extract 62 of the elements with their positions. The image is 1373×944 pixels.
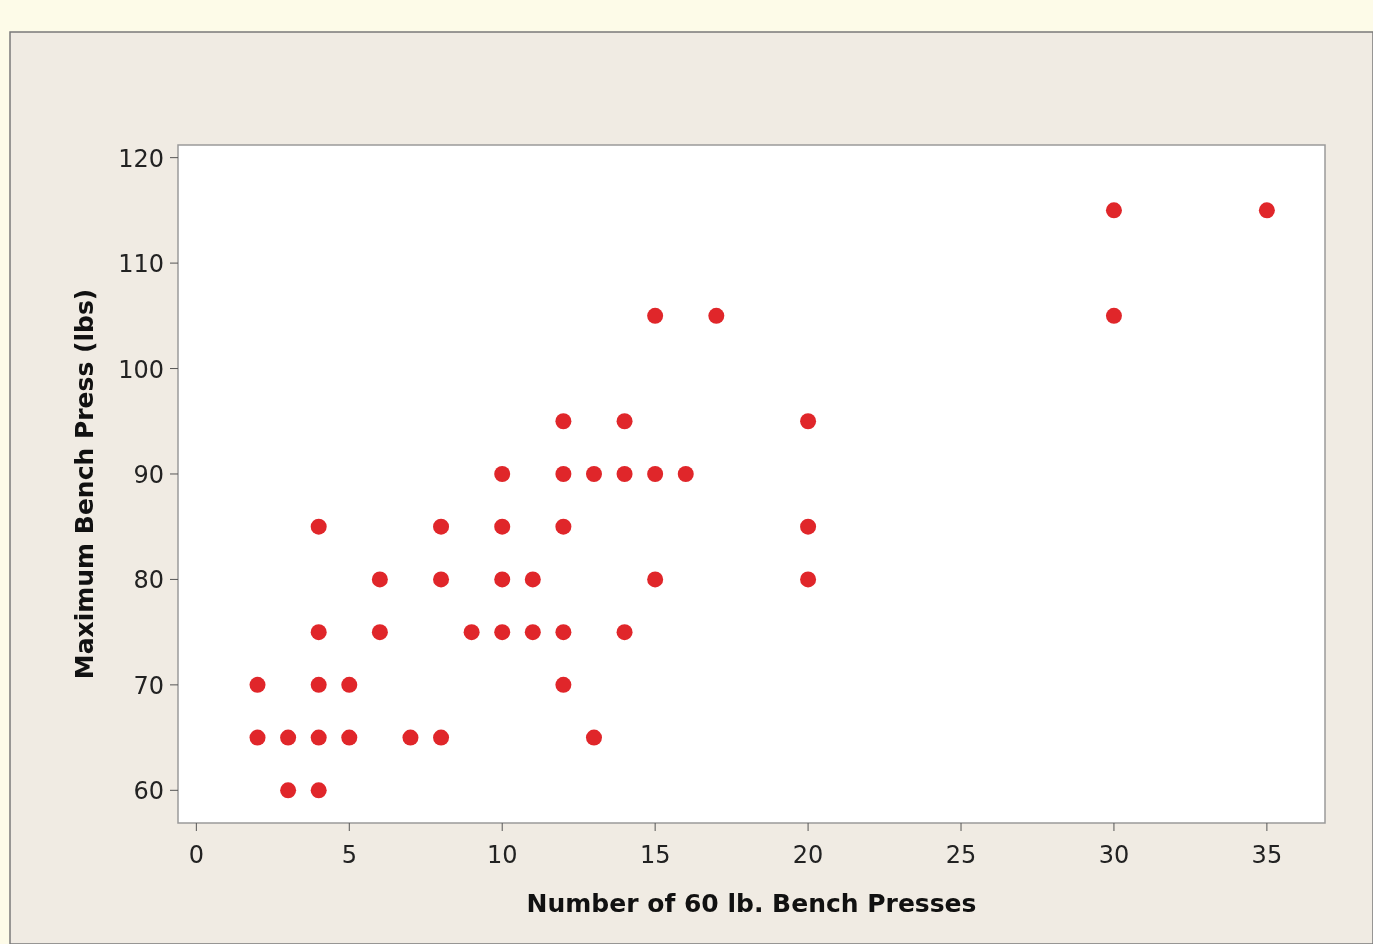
point <box>800 571 817 588</box>
x-tick-label: 5 <box>341 841 357 869</box>
point <box>647 307 664 324</box>
y-tick-label: 90 <box>133 460 164 489</box>
point <box>800 518 817 535</box>
x-tick-label: 0 <box>188 841 204 869</box>
point <box>524 624 541 641</box>
x-tick-label: 25 <box>945 841 977 869</box>
point <box>677 465 694 482</box>
point <box>647 571 664 588</box>
y-tick-label: 100 <box>118 355 164 384</box>
point <box>555 465 572 482</box>
y-tick-label: 60 <box>133 777 164 806</box>
y-tick-label: 110 <box>118 250 164 279</box>
point <box>310 676 327 693</box>
point <box>433 571 450 588</box>
point <box>249 676 266 693</box>
point <box>800 413 817 430</box>
point <box>494 624 511 641</box>
point <box>555 676 572 693</box>
point <box>463 624 480 641</box>
x-tick-label: 15 <box>639 841 671 869</box>
point <box>402 729 419 746</box>
point <box>616 624 633 641</box>
y-tick-label: 70 <box>133 671 164 700</box>
point <box>310 518 327 535</box>
point <box>280 729 297 746</box>
point <box>371 624 388 641</box>
x-axis-title: Number of 60 lb. Bench Presses <box>526 889 977 918</box>
point <box>1105 202 1122 219</box>
point <box>494 465 511 482</box>
point <box>585 465 602 482</box>
point <box>616 465 633 482</box>
point <box>1258 202 1275 219</box>
point <box>555 624 572 641</box>
x-tick-label: 10 <box>486 841 518 869</box>
point <box>494 518 511 535</box>
point <box>708 307 725 324</box>
point <box>433 518 450 535</box>
x-tick-label: 35 <box>1251 841 1283 869</box>
point <box>524 571 541 588</box>
point <box>310 624 327 641</box>
y-tick-label: 120 <box>118 144 164 173</box>
y-tick-label: 80 <box>133 566 164 595</box>
point <box>341 676 358 693</box>
point <box>371 571 388 588</box>
point <box>280 782 297 799</box>
point <box>555 518 572 535</box>
point <box>310 782 327 799</box>
point <box>310 729 327 746</box>
point <box>494 571 511 588</box>
point <box>433 729 450 746</box>
point <box>616 413 633 430</box>
point <box>585 729 602 746</box>
point <box>249 729 266 746</box>
point <box>1105 307 1122 324</box>
x-tick-label: 30 <box>1098 841 1130 869</box>
y-axis-title: Maximum Bench Press (lbs) <box>70 288 99 680</box>
point <box>341 729 358 746</box>
x-tick-label: 20 <box>792 841 824 869</box>
point <box>555 413 572 430</box>
point <box>647 465 664 482</box>
